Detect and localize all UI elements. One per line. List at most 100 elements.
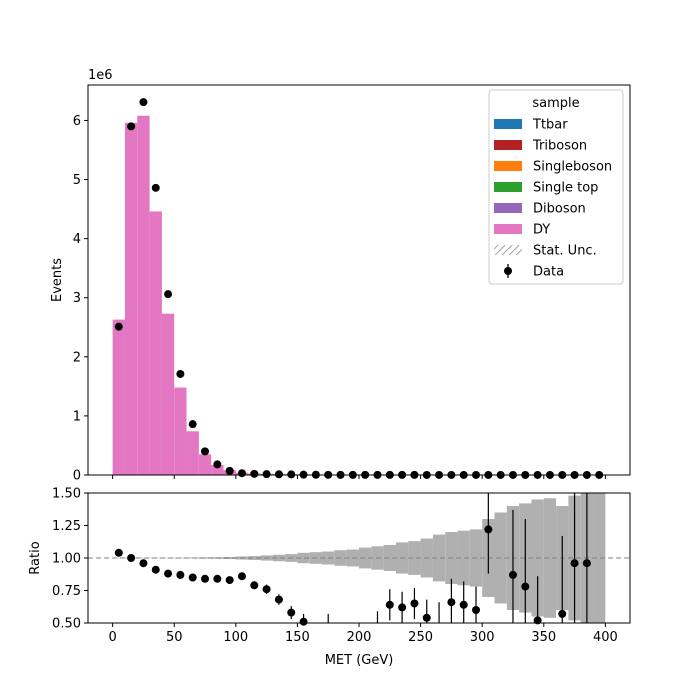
x-tick-label: 400 — [593, 630, 618, 645]
ratio-point-1 — [127, 554, 136, 562]
bar-dy-3 — [149, 211, 162, 476]
legend-swatch-dy — [494, 224, 522, 234]
ratio-point-6 — [188, 573, 197, 582]
legend-label: Ttbar — [532, 118, 568, 133]
legend-swatch-stat-unc — [494, 245, 522, 255]
x-tick-label: 300 — [470, 630, 495, 645]
ratio-y-axis-label: Ratio — [28, 541, 43, 574]
legend-label: Diboson — [533, 202, 586, 217]
bar-dy-1 — [124, 122, 138, 476]
main-panel: 0 1 2 3 4 5 6 1e6 Events sample Ttbar Triboson S… — [50, 68, 631, 484]
data-point-9 — [225, 466, 234, 475]
legend-swatch-singleboson — [494, 161, 522, 171]
ratio-point-31 — [570, 559, 579, 568]
ratio-y-ticks: 0.50 0.75 1.00 1.25 1.50 — [52, 487, 88, 632]
legend-label: Triboson — [532, 139, 587, 154]
ratio-point-15 — [299, 617, 308, 626]
legend-label: Stat. Unc. — [533, 244, 597, 259]
data-point-3 — [151, 183, 160, 192]
bar-dy-5 — [174, 387, 187, 475]
ratio-point-0 — [114, 548, 123, 557]
ratio-point-32 — [582, 559, 591, 568]
data-point-4 — [164, 290, 173, 299]
x-tick-label: 50 — [166, 630, 183, 645]
legend-swatch-diboson — [494, 203, 522, 213]
data-point-6 — [188, 420, 197, 429]
main-y-tick-label: 1 — [73, 409, 81, 424]
ratio-y-tick-label: 0.75 — [52, 584, 81, 599]
ratio-band-bin-7 — [198, 557, 212, 559]
data-point-14 — [287, 470, 296, 479]
ratio-x-ticks: 0 50 100 150 200 250 300 350 400 — [108, 623, 618, 645]
ratio-point-21 — [422, 613, 431, 622]
ratio-band-bin-22 — [383, 545, 396, 571]
data-point-10 — [237, 469, 246, 478]
ratio-band-bin-28 — [457, 530, 470, 586]
bar-dy-8 — [211, 464, 224, 475]
main-y-tick-label: 5 — [73, 173, 81, 188]
ratio-band-bin-0 — [112, 557, 125, 559]
legend-label: Singleboson — [533, 160, 612, 175]
ratio-axes-frame — [87, 492, 631, 624]
legend-entries: Ttbar Triboson Singleboson Single top Diboso… — [494, 118, 612, 280]
ratio-band-bin-11 — [248, 556, 261, 560]
legend-swatch-ttbar — [494, 119, 522, 129]
main-y-tick-label: 4 — [73, 232, 81, 247]
ratio-point-29 — [533, 616, 542, 625]
main-y-axis-label: Events — [50, 258, 65, 302]
data-point-12 — [262, 470, 271, 479]
bar-dy-4 — [161, 313, 175, 475]
legend-label: Single top — [533, 181, 598, 196]
ratio-point-10 — [237, 572, 246, 581]
ratio-band-bin-2 — [137, 557, 150, 559]
ratio-band-bin-15 — [297, 552, 310, 564]
ratio-point-20 — [410, 599, 419, 608]
ratio-point-7 — [201, 574, 210, 583]
x-tick-label: 0 — [108, 630, 116, 645]
ratio-point-5 — [176, 570, 185, 579]
x-tick-label: 150 — [285, 630, 310, 645]
main-bars — [112, 115, 606, 476]
ratio-point-12 — [262, 585, 271, 594]
x-tick-label: 350 — [531, 630, 556, 645]
legend: sample Ttbar Triboson Singleboson Single to… — [488, 89, 624, 285]
data-point-5 — [176, 369, 185, 378]
ratio-point-25 — [472, 606, 481, 614]
x-tick-label: 100 — [223, 630, 248, 645]
data-point-7 — [201, 447, 210, 456]
x-tick-label: 200 — [347, 630, 372, 645]
main-y-tick-label: 3 — [73, 291, 81, 306]
ratio-band-bin-35 — [543, 498, 557, 618]
ratio-point-14 — [287, 608, 296, 617]
ratio-panel: 0.50 0.75 1.00 1.25 1.50 0 50 100 150 200 250 300 3… — [28, 487, 631, 668]
legend-label: DY — [533, 223, 550, 238]
ratio-y-tick-label: 1.25 — [52, 519, 81, 534]
ratio-point-23 — [447, 598, 456, 607]
ratio-points — [114, 493, 591, 626]
data-point-2 — [139, 98, 148, 107]
ratio-point-13 — [274, 595, 283, 604]
legend-swatch-triboson — [494, 140, 522, 150]
ratio-point-19 — [398, 603, 407, 612]
ratio-point-3 — [151, 565, 160, 574]
ratio-point-24 — [459, 600, 468, 609]
ratio-point-28 — [521, 582, 530, 591]
ratio-point-11 — [250, 581, 259, 590]
legend-swatch-single-top — [494, 182, 522, 192]
ratio-band-bin-9 — [223, 556, 236, 560]
bar-dy-2 — [137, 115, 150, 476]
main-x-ticks — [112, 475, 606, 479]
ratio-band-bin-20 — [359, 547, 372, 569]
ratio-point-2 — [139, 559, 148, 568]
data-point-0 — [114, 322, 123, 331]
legend-title: sample — [532, 96, 579, 111]
data-point-13 — [274, 470, 283, 479]
ratio-point-27 — [508, 570, 517, 579]
x-axis-label: MET (GeV) — [325, 653, 394, 668]
main-y-tick-label: 0 — [73, 469, 81, 484]
ratio-y-tick-label: 0.50 — [52, 617, 81, 632]
ratio-band-bin-39 — [593, 493, 606, 623]
legend-label: Data — [533, 265, 564, 280]
ratio-band-bin-24 — [408, 541, 421, 575]
ratio-point-30 — [558, 609, 567, 618]
